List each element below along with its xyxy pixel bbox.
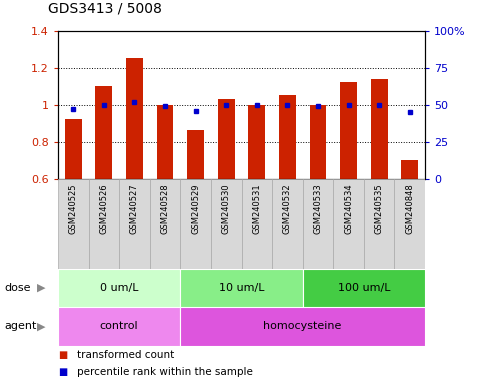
- Bar: [364, 179, 395, 269]
- Bar: [58, 269, 180, 307]
- Bar: [395, 179, 425, 269]
- Bar: [218, 99, 235, 179]
- Text: agent: agent: [5, 321, 37, 331]
- Text: GSM240530: GSM240530: [222, 183, 231, 234]
- Text: GSM240525: GSM240525: [69, 183, 78, 233]
- Text: homocysteine: homocysteine: [264, 321, 342, 331]
- Text: transformed count: transformed count: [77, 350, 174, 360]
- Text: ■: ■: [58, 350, 67, 360]
- Text: GSM240531: GSM240531: [252, 183, 261, 234]
- Text: GSM240533: GSM240533: [313, 183, 323, 234]
- Bar: [187, 129, 204, 179]
- Bar: [88, 179, 119, 269]
- Bar: [58, 179, 88, 269]
- Bar: [180, 179, 211, 269]
- Bar: [211, 179, 242, 269]
- Text: ■: ■: [58, 367, 67, 377]
- Text: control: control: [100, 321, 139, 331]
- Text: 10 um/L: 10 um/L: [219, 283, 264, 293]
- Bar: [58, 307, 180, 346]
- Bar: [401, 160, 418, 179]
- Text: GSM240534: GSM240534: [344, 183, 353, 234]
- Text: 100 um/L: 100 um/L: [338, 283, 390, 293]
- Bar: [150, 179, 180, 269]
- Bar: [340, 83, 357, 179]
- Bar: [248, 104, 265, 179]
- Text: GSM240528: GSM240528: [160, 183, 170, 234]
- Text: ▶: ▶: [37, 283, 45, 293]
- Bar: [371, 79, 387, 179]
- Bar: [126, 58, 143, 179]
- Bar: [242, 179, 272, 269]
- Text: GSM240535: GSM240535: [375, 183, 384, 234]
- Bar: [65, 119, 82, 179]
- Bar: [279, 95, 296, 179]
- Bar: [156, 104, 173, 179]
- Text: 0 um/L: 0 um/L: [100, 283, 139, 293]
- Bar: [272, 179, 303, 269]
- Text: ▶: ▶: [37, 321, 45, 331]
- Bar: [333, 179, 364, 269]
- Bar: [180, 307, 425, 346]
- Bar: [180, 269, 303, 307]
- Bar: [303, 179, 333, 269]
- Bar: [303, 269, 425, 307]
- Bar: [119, 179, 150, 269]
- Text: GSM240526: GSM240526: [99, 183, 108, 234]
- Text: GSM240532: GSM240532: [283, 183, 292, 234]
- Text: GSM240529: GSM240529: [191, 183, 200, 233]
- Text: GSM240527: GSM240527: [130, 183, 139, 234]
- Text: percentile rank within the sample: percentile rank within the sample: [77, 367, 253, 377]
- Text: GSM240848: GSM240848: [405, 183, 414, 234]
- Text: GDS3413 / 5008: GDS3413 / 5008: [48, 2, 162, 15]
- Bar: [310, 104, 327, 179]
- Text: dose: dose: [5, 283, 31, 293]
- Bar: [96, 86, 112, 179]
